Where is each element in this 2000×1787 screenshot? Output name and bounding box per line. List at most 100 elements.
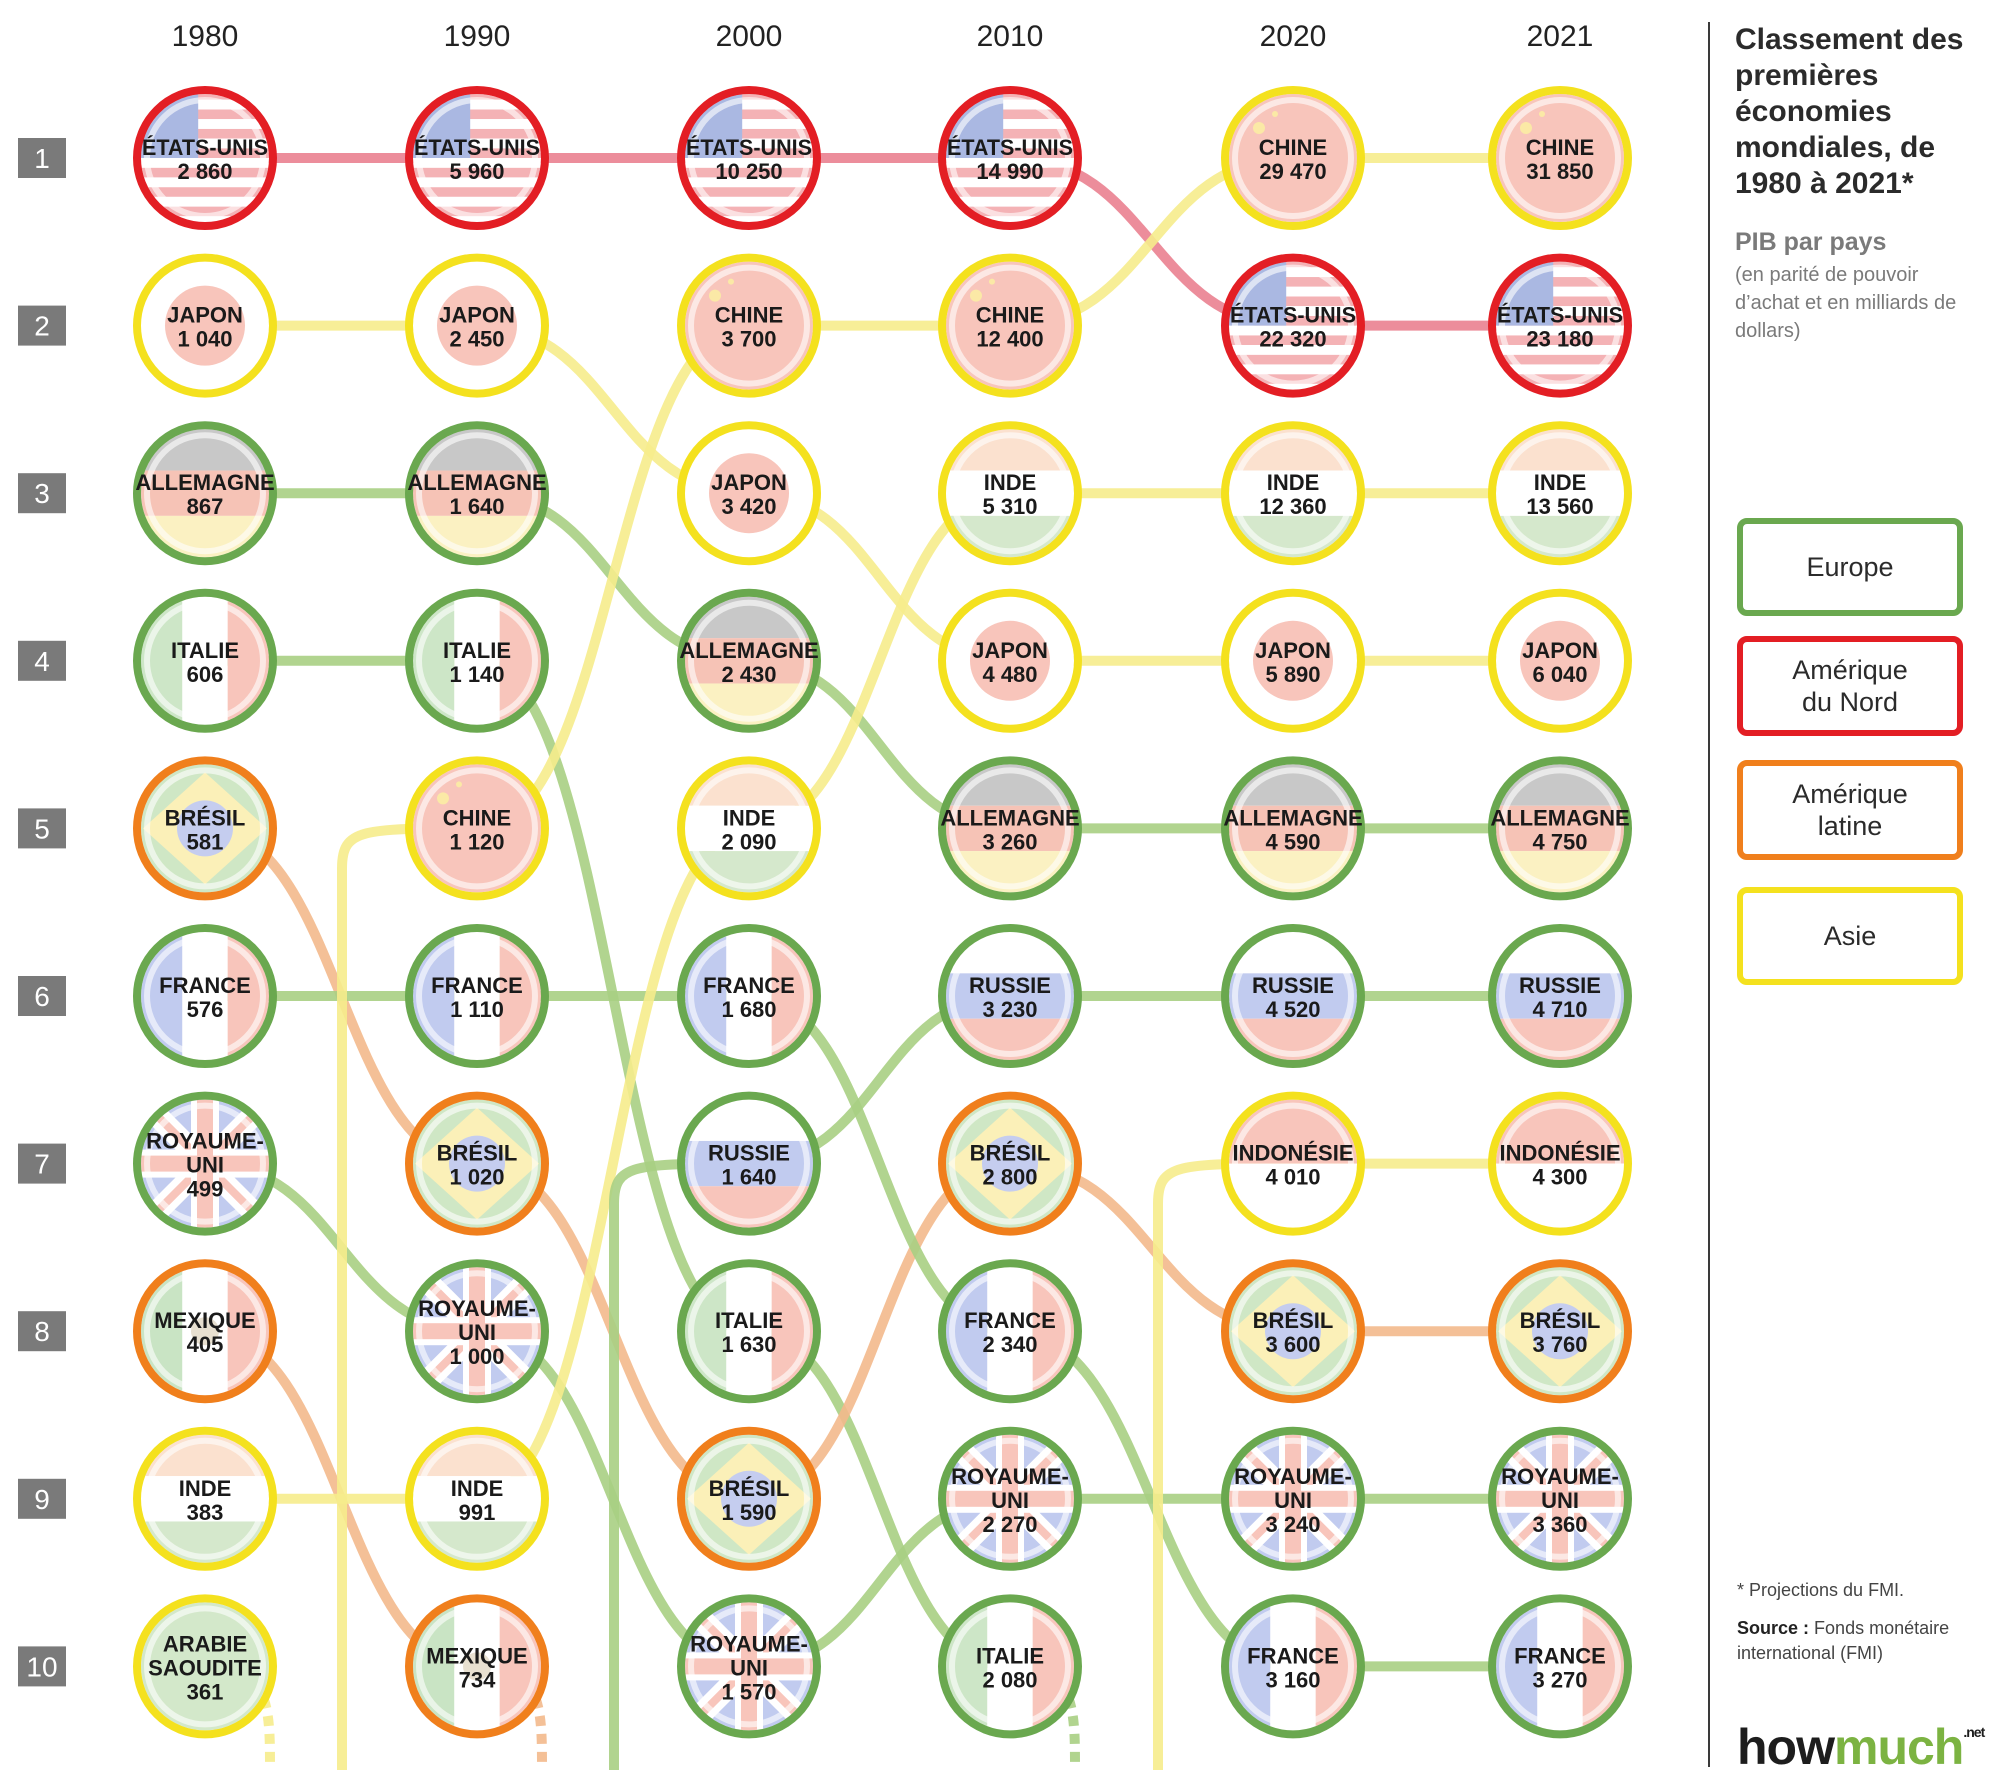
node-label: BRÉSIL xyxy=(437,1141,518,1166)
node-label: INDE xyxy=(723,805,776,830)
year-label-2000: 2000 xyxy=(716,20,783,53)
node-label: RUSSIE xyxy=(1252,973,1334,998)
node-label: BRÉSIL xyxy=(709,1476,790,1501)
node-value: 1 000 xyxy=(449,1344,504,1369)
node-label: ALLEMAGNE xyxy=(135,470,274,495)
node-label: UNI xyxy=(1541,1488,1579,1513)
node-label: RUSSIE xyxy=(1519,973,1601,998)
node-label: ALLEMAGNE xyxy=(1223,805,1362,830)
node-value: 4 300 xyxy=(1532,1165,1587,1190)
node-border xyxy=(677,1594,821,1739)
node-value: 1 140 xyxy=(449,662,504,687)
divider xyxy=(1708,22,1710,1767)
rank-box-9 xyxy=(18,1478,66,1519)
node-label: BRÉSIL xyxy=(970,1141,1051,1166)
node-border xyxy=(405,924,549,1068)
node-border xyxy=(677,253,821,398)
source: Source : Fonds monétaire international (… xyxy=(1737,1616,1977,1666)
rank-box-8 xyxy=(18,1311,66,1352)
node-label: ÉTATS-UNIS xyxy=(947,135,1073,160)
rank-box-7 xyxy=(18,1143,66,1184)
node-border xyxy=(1488,421,1632,566)
node-label: MEXIQUE xyxy=(426,1643,527,1668)
rank-box-10 xyxy=(18,1646,66,1687)
legend-north-america-label: Amérique du Nord xyxy=(1792,655,1908,717)
rank-label-3: 3 xyxy=(34,478,50,509)
node-border xyxy=(1221,1091,1365,1236)
node-value: 1 110 xyxy=(450,997,504,1022)
node-value: 499 xyxy=(187,1177,224,1202)
node-border xyxy=(938,1594,1082,1739)
node-value: 1 590 xyxy=(721,1500,776,1525)
node-label: ROYAUME- xyxy=(1501,1464,1619,1489)
node-label: INDE xyxy=(1267,470,1320,495)
node-value: 3 160 xyxy=(1265,1667,1320,1692)
node-value: 2 430 xyxy=(721,662,776,687)
node-label: RUSSIE xyxy=(708,1141,790,1166)
node-value: 3 360 xyxy=(1532,1512,1587,1537)
node-value: 5 890 xyxy=(1265,662,1320,687)
node-label: FRANCE xyxy=(431,973,523,998)
rank-box-2 xyxy=(18,305,66,346)
node-label: ALLEMAGNE xyxy=(679,638,818,663)
node-label: FRANCE xyxy=(1514,1643,1606,1668)
node-border xyxy=(677,86,821,230)
node-label: ROYAUME- xyxy=(418,1296,536,1321)
legend-asia-label: Asie xyxy=(1823,921,1877,951)
legend-latin-america: Amérique latine xyxy=(1737,760,1963,860)
year-labels: 1980 1990 2000 2010 2020 2021 xyxy=(172,20,1594,53)
node-label: JAPON xyxy=(439,303,515,328)
node-border xyxy=(677,588,821,733)
node-value: 12 400 xyxy=(976,327,1043,352)
node-label: JAPON xyxy=(1522,638,1598,663)
node-label: JAPON xyxy=(167,303,243,328)
node-value: 3 420 xyxy=(721,494,776,519)
rank-label-10: 10 xyxy=(26,1651,57,1682)
node-value: 606 xyxy=(187,662,224,687)
node-border xyxy=(405,1259,549,1404)
node-border xyxy=(405,1426,549,1571)
node-label: CHINE xyxy=(976,303,1044,328)
node-label: FRANCE xyxy=(703,973,795,998)
rank-label-4: 4 xyxy=(34,646,50,677)
year-label-2020: 2020 xyxy=(1260,20,1327,53)
node-label: INDONÉSIE xyxy=(1232,1141,1353,1166)
year-label-2010: 2010 xyxy=(977,20,1044,53)
node-label: ARABIE xyxy=(163,1631,247,1656)
node-value: 2 800 xyxy=(982,1165,1037,1190)
node-value: 4 750 xyxy=(1532,829,1587,854)
node-value: 5 960 xyxy=(449,159,504,184)
node-value: 2 080 xyxy=(982,1667,1037,1692)
node-label: INDONÉSIE xyxy=(1499,1141,1620,1166)
logo-how: how xyxy=(1737,1719,1835,1775)
legend-latin-america-label: Amérique latine xyxy=(1792,779,1908,841)
node-border xyxy=(405,588,549,733)
node-value: 12 360 xyxy=(1259,494,1326,519)
howmuch-logo: howmuch.net xyxy=(1737,1718,1985,1776)
node-border xyxy=(677,1259,821,1404)
legend-north-america: Amérique du Nord xyxy=(1737,636,1963,736)
node-value: 2 340 xyxy=(982,1332,1037,1357)
node-label: ÉTATS-UNIS xyxy=(142,135,268,160)
